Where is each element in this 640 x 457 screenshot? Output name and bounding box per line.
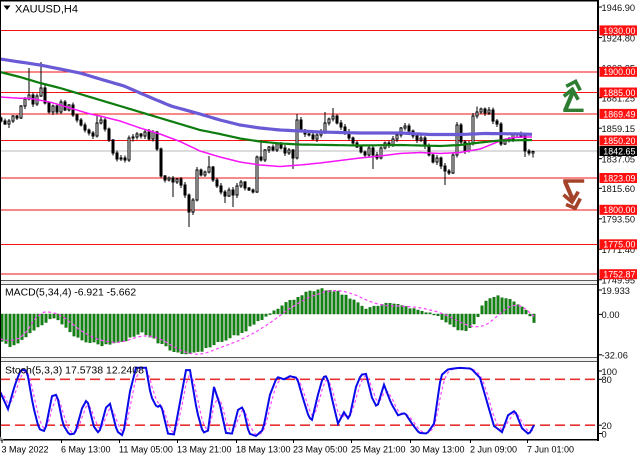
svg-text:0.00: 0.00	[602, 310, 620, 320]
svg-text:6 May 13:00: 6 May 13:00	[61, 444, 111, 454]
svg-text:-32.06: -32.06	[602, 351, 628, 361]
svg-text:1815.60: 1815.60	[602, 184, 636, 194]
svg-text:1946.90: 1946.90	[602, 3, 636, 13]
svg-text:2 Jun 09:00: 2 Jun 09:00	[470, 444, 517, 454]
svg-text:80: 80	[602, 375, 612, 385]
svg-text:Stoch(5,3,3) 17.5738 12.2408: Stoch(5,3,3) 17.5738 12.2408	[5, 365, 144, 377]
svg-text:MACD(5,34,4) -6.921 -5.662: MACD(5,34,4) -6.921 -5.662	[5, 288, 136, 299]
svg-text:11 May 05:00: 11 May 05:00	[119, 444, 173, 454]
svg-text:3 May 2022: 3 May 2022	[2, 444, 49, 454]
svg-text:1771.40: 1771.40	[602, 245, 636, 255]
svg-text:1850.20: 1850.20	[603, 136, 635, 146]
svg-text:XAUUSD,H4: XAUUSD,H4	[15, 4, 78, 16]
svg-text:0: 0	[602, 429, 607, 439]
svg-text:100: 100	[602, 367, 618, 377]
svg-text:20: 20	[602, 421, 612, 431]
svg-text:18 May 13:00: 18 May 13:00	[236, 444, 291, 454]
svg-text:1823.09: 1823.09	[603, 173, 635, 183]
svg-text:30 May 13:00: 30 May 13:00	[410, 444, 465, 454]
svg-text:25 May 21:00: 25 May 21:00	[351, 444, 406, 454]
svg-text:1930.00: 1930.00	[603, 26, 635, 36]
svg-text:1800.00: 1800.00	[603, 205, 635, 215]
svg-text:1869.49: 1869.49	[603, 109, 635, 119]
svg-text:7 Jun 01:00: 7 Jun 01:00	[527, 444, 574, 454]
svg-text:1900.00: 1900.00	[603, 67, 635, 77]
svg-text:1924.80: 1924.80	[602, 33, 636, 43]
svg-text:1775.00: 1775.00	[603, 240, 635, 250]
svg-text:1749.95: 1749.95	[602, 276, 636, 286]
svg-text:1752.87: 1752.87	[603, 270, 635, 280]
svg-text:1885.00: 1885.00	[603, 88, 635, 98]
svg-text:19.933: 19.933	[602, 286, 630, 296]
svg-text:23 May 05:00: 23 May 05:00	[293, 444, 348, 454]
svg-text:1842.65: 1842.65	[603, 146, 635, 156]
svg-text:1837.05: 1837.05	[602, 155, 636, 165]
svg-text:13 May 21:00: 13 May 21:00	[177, 444, 232, 454]
svg-text:1859.15: 1859.15	[602, 124, 636, 134]
svg-text:1793.50: 1793.50	[602, 215, 636, 225]
svg-text:1881.25: 1881.25	[602, 94, 636, 104]
